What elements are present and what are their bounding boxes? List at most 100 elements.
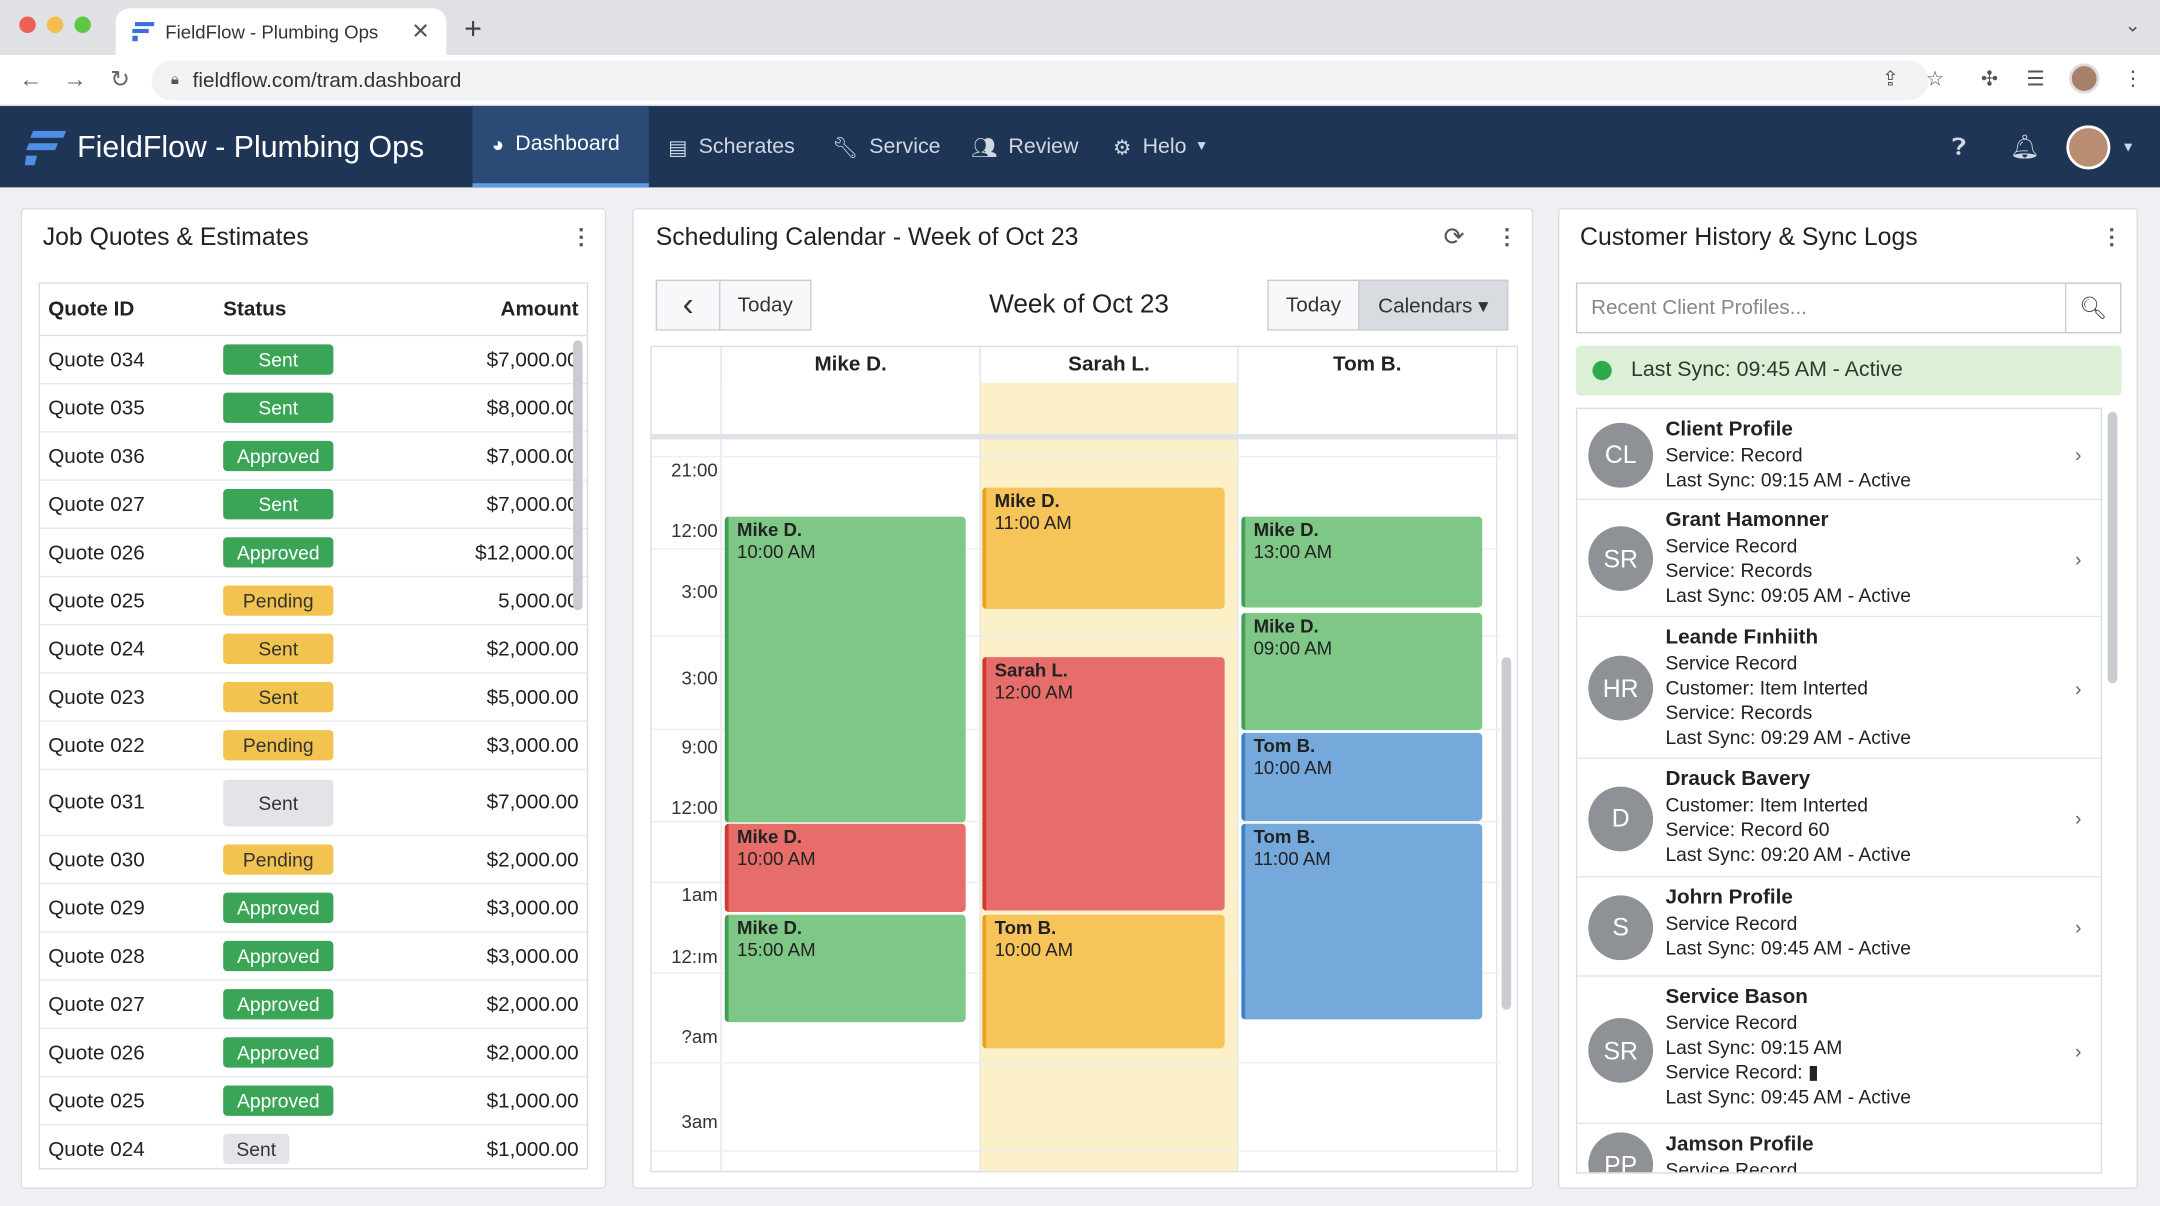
browser-menu-icon[interactable]: ⋮ [2122,67,2144,91]
grid-line [979,347,981,1171]
address-bar: ← → ↻ 🔒︎ fieldflow.com/tram.dashboard ⇪ … [0,55,2160,107]
calendar-event[interactable]: Tom B. 10:00 AM [982,914,1225,1049]
table-row[interactable]: Quote 027 Sent $7,000.00 [39,481,587,529]
table-row[interactable]: Quote 034 Sent $7,000.00 [39,336,587,385]
table-row[interactable]: Quote 025 Pending 5,000.00 [39,577,587,626]
table-row[interactable]: Quote 023 Sent $5,000.00 [39,674,587,722]
client-list-item[interactable]: SR Grant Hamonner Service Record Service: R… [1577,500,2101,618]
column-header[interactable]: Amount [500,297,579,321]
quote-id: Quote 034 [48,347,145,372]
status-badge: Sent [223,344,334,375]
panel-menu-icon[interactable]: ⋮ [1496,225,1519,250]
panel-menu-icon[interactable]: ⋮ [570,225,593,250]
client-name: Client Profile [1665,417,1793,441]
client-list-item[interactable]: PP Jamson Profile Service Record [1577,1124,2100,1173]
calendars-dropdown[interactable]: Calendars ▾ [1358,279,1509,331]
back-icon[interactable]: ← [19,66,43,93]
table-row[interactable]: Quote 025 Approved $1,000.00 [39,1077,587,1126]
calendar-event[interactable]: Sarah L. 12:00 AM [982,657,1225,911]
column-header-mike: Mike D. [720,347,979,383]
extensions-icon[interactable]: ✣ [1980,67,1999,91]
status-badge: Sent [223,1133,290,1165]
calendar-event[interactable]: Mike D. 15:00 AM [724,914,966,1023]
chevron-right-icon: › [2075,443,2082,466]
table-row[interactable]: Quote 036 Approved $7,000.00 [39,433,587,481]
table-row[interactable]: Quote 026 Approved $2,000.00 [39,1029,587,1078]
time-label: 9:00 [681,736,718,758]
user-avatar[interactable] [2066,125,2111,170]
event-name: Tom B. [1253,735,1316,757]
bookmark-star-icon[interactable]: ☆ [1925,67,1945,91]
browser-profile-avatar[interactable] [2069,63,2100,94]
close-tab-icon[interactable]: ✕ [411,20,430,45]
scrollbar[interactable] [2107,411,2118,684]
calendar-event[interactable]: Mike D. 10:00 AM [724,823,966,912]
search-icon[interactable]: 🔍︎ [2064,282,2122,334]
client-list-item[interactable]: CL Client Profile Service: Record Last Sync… [1577,409,2101,501]
close-window-dot[interactable] [19,16,36,34]
app-brand: FieldFlow - Plumbing Ops [77,129,425,164]
tab-list-chevron-icon[interactable]: ⌄ [2124,13,2141,36]
reload-icon[interactable]: ↻ [110,66,130,93]
event-name: Mike D. [736,917,803,939]
scrollbar[interactable] [573,340,583,611]
new-tab-button[interactable]: + [464,11,482,46]
calendar-event[interactable]: Mike D. 11:00 AM [982,487,1225,609]
table-row[interactable]: Quote 024 Sent $1,000.00 [40,1125,587,1168]
panel-menu-icon[interactable]: ⋮ [2100,225,2123,250]
search-input[interactable]: Recent Client Profiles... [1575,282,2122,334]
calendar-event[interactable]: Tom B. 11:00 AM [1241,823,1483,1020]
calendar-event[interactable]: Mike D. 09:00 AM [1241,613,1483,731]
table-row[interactable]: Quote 030 Pending $2,000.00 [39,836,587,885]
minimize-window-dot[interactable] [46,16,64,34]
quote-amount: $1,000.00 [486,1137,579,1161]
client-list-item[interactable]: SR Service Bason Service Record Last Sync: … [1577,977,2101,1125]
nav-review[interactable]: 👥︎ Review [971,106,1078,187]
maximize-window-dot[interactable] [74,16,91,34]
column-header[interactable]: Quote ID [48,297,135,321]
column-header-tom: Tom B. [1237,347,1496,383]
client-list-item[interactable]: S Johrn Profile Service Record Last Sync: 0… [1577,877,2101,977]
url-field[interactable]: 🔒︎ fieldflow.com/tram.dashboard [151,60,1929,101]
chevron-down-icon[interactable]: ▼ [2121,140,2136,156]
table-row[interactable]: Quote 026 Approved $12,000.00 [39,529,587,578]
today-button[interactable]: Today [719,279,812,331]
browser-tab-strip: FieldFlow - Plumbing Ops ✕ + ⌄ [0,0,2160,56]
client-list: CL Client Profile Service: Record Last Sync… [1575,407,2103,1174]
forward-icon[interactable]: → [63,66,87,93]
reading-list-icon[interactable]: ☰ [2026,67,2045,91]
job-quotes-panel: Job Quotes & Estimates ⋮ Quote ID Status… [20,208,607,1189]
nav-helo[interactable]: ⚙ Helo ▼ [1113,106,1208,187]
nav-label: Helo [1142,134,1187,158]
notifications-bell-icon[interactable]: 🔔︎ [2009,133,2040,160]
column-header[interactable]: Status [223,297,287,321]
calendar-event[interactable]: Mike D. 13:00 AM [1241,516,1483,608]
table-row[interactable]: Quote 024 Sent $2,000.00 [39,625,587,674]
table-row[interactable]: Quote 029 Approved $3,000.00 [39,884,587,933]
table-row[interactable]: Quote 028 Approved $3,000.00 [39,933,587,981]
nav-scherates[interactable]: ▤ Scherates [668,106,795,187]
event-time: 11:00 AM [994,512,1072,534]
nav-dashboard[interactable]: ◕ Dashboard [472,106,649,188]
quote-amount: $3,000.00 [486,896,579,920]
status-badge: Sent [223,392,334,423]
grid-line [1496,347,1498,1171]
status-badge: Sent [223,633,334,664]
table-row[interactable]: Quote 031 Sent $7,000.00 [39,770,587,837]
browser-tab[interactable]: FieldFlow - Plumbing Ops ✕ [115,8,447,56]
table-row[interactable]: Quote 022 Pending $3,000.00 [39,722,587,771]
share-icon[interactable]: ⇪ [1881,67,1900,91]
nav-service[interactable]: 🔧︎ Service [832,106,940,187]
table-row[interactable]: Quote 027 Approved $2,000.00 [39,981,587,1030]
client-list-item[interactable]: D Drauck Bavery Customer: Item Interted Ser… [1577,759,2101,878]
client-avatar: SR [1588,526,1654,591]
table-row[interactable]: Quote 035 Sent $8,000.00 [39,384,587,433]
calendar-event[interactable]: Tom B. 10:00 AM [1241,732,1483,822]
today-button-2[interactable]: Today [1267,279,1360,331]
refresh-icon[interactable]: ⟳ [1443,223,1465,251]
calendar-event[interactable]: Mike D. 10:00 AM [724,516,966,823]
help-icon[interactable]: ❓︎ [1951,133,1967,160]
scrollbar[interactable] [1501,657,1512,1010]
prev-week-button[interactable]: ‹ [655,279,721,331]
client-list-item[interactable]: HR Leande Fınhiith Service Record Customer:… [1577,617,2101,760]
